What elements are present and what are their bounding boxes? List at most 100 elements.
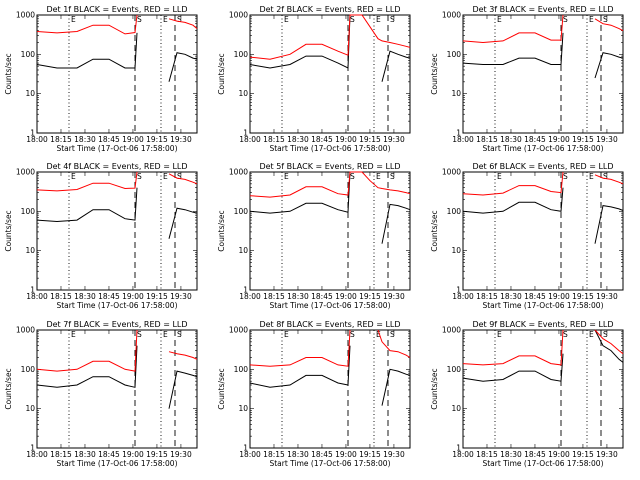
time-marker-label: E [163, 15, 168, 24]
time-marker-label: E [589, 330, 594, 339]
x-tick-label: 19:00 [335, 450, 357, 459]
y-tick-label: 10 [238, 89, 248, 98]
plot-frame [462, 171, 624, 291]
y-tick-label: 100 [447, 365, 462, 374]
x-tick-label: 19:30 [383, 450, 405, 459]
x-tick-label: 19:15 [572, 292, 594, 301]
x-tick-label: 19:15 [146, 450, 168, 459]
x-tick-label: 19:00 [335, 292, 357, 301]
panel-3: Det 3f BLACK = Events, RED = LLD 1 10 100 10… [430, 5, 624, 153]
panel-8: Det 8f BLACK = Events, RED = LLD 1 10 100 10… [217, 320, 411, 468]
x-tick-label: 18:00 [26, 135, 48, 144]
x-tick-label: 18:45 [98, 450, 120, 459]
time-marker-label: S [563, 330, 568, 339]
plot-frame [36, 14, 198, 134]
x-tick-label: 18:30 [74, 135, 96, 144]
y-tick-label: 1000 [229, 168, 248, 177]
x-tick-label: 19:15 [359, 135, 381, 144]
y-tick-label: 1000 [16, 326, 35, 335]
x-tick-label: 18:30 [74, 292, 96, 301]
x-axis-label: Start Time (17-Oct-06 17:58:00) [56, 459, 177, 468]
y-tick-label: 1000 [229, 11, 248, 20]
panel-7: Det 7f BLACK = Events, RED = LLD 1 10 100 10… [4, 320, 198, 468]
y-tick-label: 1000 [229, 326, 248, 335]
y-tick-label: 10 [238, 246, 248, 255]
x-tick-label: 18:30 [500, 292, 522, 301]
panel-title: Det 5f BLACK = Events, RED = LLD [259, 162, 400, 171]
time-marker-label: S [137, 15, 142, 24]
x-tick-label: 19:15 [572, 135, 594, 144]
y-tick-label: 10 [451, 246, 461, 255]
time-marker-label: E [497, 330, 502, 339]
series-lld-line [462, 171, 624, 196]
panel-4: Det 4f BLACK = Events, RED = LLD 1 10 100 10… [4, 162, 198, 310]
x-tick-label: 18:45 [311, 292, 333, 301]
panel-2: Det 2f BLACK = Events, RED = LLD 1 10 100 10… [217, 5, 411, 153]
y-tick-label: 100 [21, 365, 36, 374]
x-tick-label: 18:15 [50, 292, 72, 301]
series-lld-line [36, 171, 198, 192]
y-axis-label: Counts/sec [4, 368, 13, 409]
y-axis-label: Counts/sec [430, 210, 439, 251]
plot-frame [249, 171, 411, 291]
time-marker-label: S [137, 172, 142, 181]
time-marker-label: E [284, 172, 289, 181]
panel-6: Det 6f BLACK = Events, RED = LLD 1 10 100 10… [430, 162, 624, 310]
series-lld-line [36, 14, 198, 35]
series-lld-line [249, 171, 411, 198]
plot-frame [249, 14, 411, 134]
time-marker-label: S [350, 330, 355, 339]
x-tick-label: 19:30 [596, 135, 618, 144]
x-tick-label: 19:00 [548, 450, 570, 459]
y-tick-label: 10 [451, 404, 461, 413]
x-tick-label: 18:15 [263, 135, 285, 144]
x-tick-label: 18:45 [98, 292, 120, 301]
panel-title: Det 8f BLACK = Events, RED = LLD [259, 320, 400, 329]
plot-frame [462, 14, 624, 134]
y-tick-label: 1000 [442, 11, 461, 20]
y-axis-label: Counts/sec [217, 368, 226, 409]
x-tick-label: 18:00 [452, 292, 474, 301]
series-events-line [462, 187, 624, 244]
panel-title: Det 2f BLACK = Events, RED = LLD [259, 5, 400, 14]
time-marker-label: E [71, 330, 76, 339]
y-tick-label: 10 [25, 89, 35, 98]
y-tick-label: 100 [234, 207, 249, 216]
y-tick-label: 1 [30, 129, 35, 138]
y-tick-label: 1 [456, 444, 461, 453]
time-marker-label: S [563, 172, 568, 181]
x-tick-label: 18:45 [524, 292, 546, 301]
y-tick-label: 10 [25, 246, 35, 255]
series-events-line [462, 329, 624, 382]
panel-5: Det 5f BLACK = Events, RED = LLD 1 10 100 10… [217, 162, 411, 310]
plot-frame [36, 329, 198, 449]
y-tick-label: 100 [21, 50, 36, 59]
x-tick-label: 18:15 [50, 135, 72, 144]
y-tick-label: 1 [456, 129, 461, 138]
y-axis-label: Counts/sec [217, 53, 226, 94]
x-tick-label: 18:30 [287, 135, 309, 144]
y-tick-label: 100 [447, 207, 462, 216]
x-tick-label: 18:15 [50, 450, 72, 459]
time-marker-label: E [163, 172, 168, 181]
x-tick-label: 18:15 [476, 450, 498, 459]
x-tick-label: 19:30 [596, 450, 618, 459]
panel-9: Det 9f BLACK = Events, RED = LLD 1 10 100 10… [430, 320, 624, 468]
x-tick-label: 18:45 [524, 450, 546, 459]
x-axis-label: Start Time (17-Oct-06 17:58:00) [56, 301, 177, 310]
series-lld-line [462, 14, 624, 44]
x-tick-label: 19:30 [596, 292, 618, 301]
series-events-line [249, 345, 411, 406]
time-marker-label: S [350, 15, 355, 24]
y-axis-label: Counts/sec [430, 368, 439, 409]
time-marker-label: E [497, 172, 502, 181]
x-tick-label: 18:00 [452, 135, 474, 144]
x-tick-label: 18:45 [98, 135, 120, 144]
x-tick-label: 18:45 [524, 135, 546, 144]
y-tick-label: 100 [234, 365, 249, 374]
x-tick-label: 18:30 [287, 450, 309, 459]
x-tick-label: 19:00 [548, 135, 570, 144]
x-tick-label: 19:00 [122, 135, 144, 144]
x-axis-label: Start Time (17-Oct-06 17:58:00) [482, 301, 603, 310]
y-tick-label: 1 [243, 129, 248, 138]
